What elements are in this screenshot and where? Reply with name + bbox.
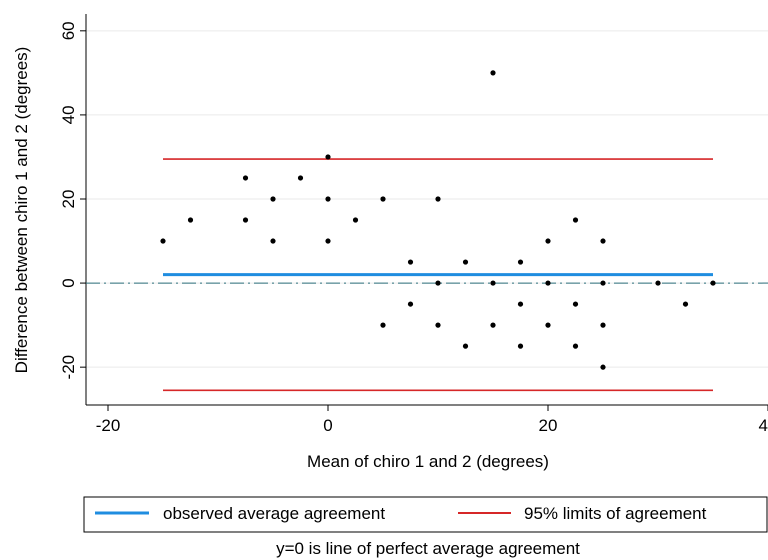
data-point xyxy=(572,301,579,307)
data-point xyxy=(517,343,524,349)
legend-label-observed: observed average agreement xyxy=(163,504,385,523)
data-point xyxy=(545,238,551,244)
data-point xyxy=(490,322,496,328)
y-tick-label: 0 xyxy=(59,278,78,287)
x-tick-label: 20 xyxy=(539,416,558,435)
data-point xyxy=(545,322,551,328)
data-point xyxy=(710,280,716,286)
axes: -20 0 20 40 60 -20 0 20 40 xyxy=(59,14,768,435)
data-point xyxy=(490,70,496,76)
data-point xyxy=(600,280,606,286)
data-point xyxy=(325,196,331,202)
x-axis-title: Mean of chiro 1 and 2 (degrees) xyxy=(307,452,549,471)
data-point xyxy=(380,322,386,328)
x-tick-label: -20 xyxy=(96,416,121,435)
data-point xyxy=(242,175,249,181)
data-point xyxy=(600,322,606,328)
data-point xyxy=(270,238,276,244)
data-point xyxy=(435,280,441,286)
legend-box xyxy=(83,496,768,533)
y-tick-label: 60 xyxy=(59,21,78,40)
data-point xyxy=(600,364,606,370)
data-point xyxy=(435,196,441,202)
data-point xyxy=(682,301,689,307)
data-point xyxy=(407,301,414,307)
data-point xyxy=(325,238,331,244)
data-point xyxy=(600,238,606,244)
data-point xyxy=(462,259,469,265)
data-point xyxy=(160,238,166,244)
chart-note: y=0 is line of perfect average agreement xyxy=(276,539,580,558)
legend-label-limits: 95% limits of agreement xyxy=(524,504,707,523)
data-point xyxy=(545,280,551,286)
y-axis-title: Difference between chiro 1 and 2 (degree… xyxy=(12,47,31,374)
x-tick-label: 0 xyxy=(323,416,332,435)
y-tick-label: 40 xyxy=(59,105,78,124)
data-point xyxy=(655,280,661,286)
data-point xyxy=(380,196,386,202)
data-point xyxy=(517,259,524,265)
data-point xyxy=(572,217,579,223)
data-point xyxy=(270,196,276,202)
data-point xyxy=(462,343,469,349)
data-point xyxy=(325,154,331,160)
grid-lines xyxy=(86,30,768,368)
data-point xyxy=(187,217,194,223)
y-tick-label: 20 xyxy=(59,190,78,209)
data-point xyxy=(490,280,496,286)
agreement-lines xyxy=(86,158,768,392)
data-point xyxy=(407,259,414,265)
y-tick-label: -20 xyxy=(59,355,78,380)
data-points xyxy=(160,70,716,370)
data-point xyxy=(435,322,441,328)
data-point xyxy=(352,217,359,223)
legend: observed average agreement 95% limits of… xyxy=(83,496,768,533)
data-point xyxy=(242,217,249,223)
data-point xyxy=(517,301,524,307)
data-point xyxy=(572,343,579,349)
x-tick-label: 40 xyxy=(759,416,768,435)
data-point xyxy=(297,175,304,181)
